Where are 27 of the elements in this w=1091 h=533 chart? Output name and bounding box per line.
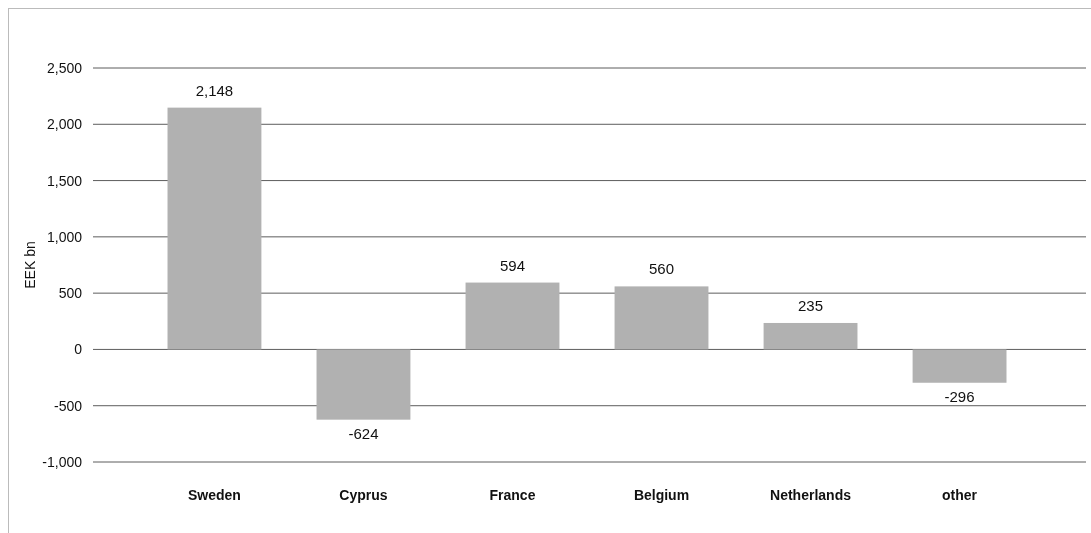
data-label: 594 [499, 256, 526, 274]
bar [763, 322, 858, 350]
x-tick-label: other [942, 487, 978, 503]
y-tick-label: -500 [53, 397, 83, 414]
bar [912, 349, 1007, 383]
y-tick-label: 1,500 [46, 172, 83, 189]
x-tick-label: Netherlands [770, 487, 852, 503]
bar [167, 107, 262, 350]
y-tick-label: 500 [58, 285, 83, 302]
data-label: 235 [798, 296, 824, 314]
y-axis-title: EEK bn [22, 241, 38, 289]
bar [465, 282, 560, 350]
y-tick-label: -1,000 [42, 453, 83, 470]
y-tick-label: 0 [74, 341, 83, 358]
x-tick-label: Cyprus [339, 487, 388, 503]
x-tick-label: Belgium [633, 487, 690, 503]
x-tick-label: France [489, 487, 536, 503]
data-label: -624 [348, 424, 379, 442]
y-tick-label: 2,500 [46, 59, 83, 76]
data-label: 560 [648, 260, 675, 278]
data-label: -296 [944, 387, 975, 405]
x-tick-label: Sweden [188, 487, 241, 503]
y-tick-label: 1,000 [46, 228, 83, 245]
y-tick-label: 2,000 [46, 116, 83, 133]
bar [614, 286, 709, 350]
bar [316, 349, 411, 420]
data-label: 2,148 [195, 81, 234, 99]
